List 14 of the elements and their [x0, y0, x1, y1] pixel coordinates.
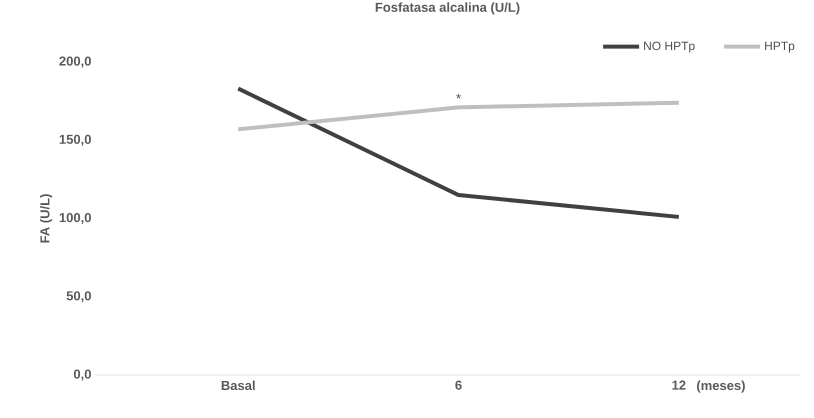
x-tick-label: Basal [222, 380, 255, 390]
y-axis-title: FA (U/L) [40, 194, 52, 243]
x-tick-label: 6 [455, 380, 462, 390]
y-tick-label: 50,0 [66, 291, 91, 302]
y-tick-label: 100,0 [60, 212, 91, 224]
annotation: * [456, 94, 461, 98]
y-tick-label: 0,0 [74, 369, 91, 381]
legend-label: HPTp [765, 42, 794, 52]
chart-title: Fosfatasa alcalina (U/L) [376, 2, 520, 14]
y-tick-label: 200,0 [59, 56, 91, 68]
legend-label: NO HPTp [644, 42, 695, 53]
y-tick-label: 150,0 [60, 134, 91, 146]
x-axis-title: (meses) [697, 380, 745, 393]
x-tick-label: 12 [672, 380, 686, 390]
